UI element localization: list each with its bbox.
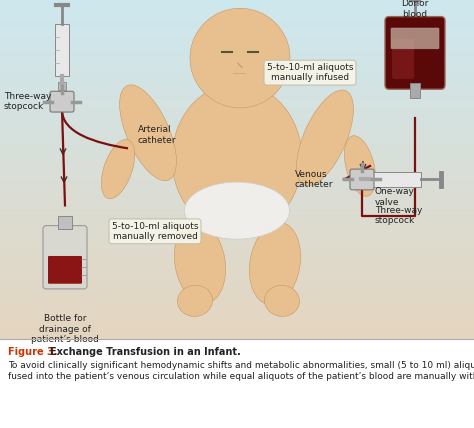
Ellipse shape bbox=[249, 223, 301, 305]
Ellipse shape bbox=[297, 90, 354, 186]
FancyBboxPatch shape bbox=[55, 24, 69, 76]
FancyBboxPatch shape bbox=[50, 91, 74, 112]
Text: Bottle for
drainage of
patient’s blood: Bottle for drainage of patient’s blood bbox=[31, 314, 99, 344]
Text: One-way
valve: One-way valve bbox=[375, 187, 415, 207]
Text: Venous
catheter: Venous catheter bbox=[295, 170, 334, 189]
Ellipse shape bbox=[264, 285, 300, 316]
FancyBboxPatch shape bbox=[369, 172, 421, 187]
Ellipse shape bbox=[172, 83, 302, 234]
FancyBboxPatch shape bbox=[58, 216, 72, 229]
Text: Three-way
stopcock: Three-way stopcock bbox=[375, 206, 422, 226]
FancyBboxPatch shape bbox=[392, 39, 414, 79]
Ellipse shape bbox=[190, 8, 290, 108]
Text: Three-way
stopcock: Three-way stopcock bbox=[4, 92, 51, 111]
Text: Donor
blood: Donor blood bbox=[401, 0, 428, 19]
FancyBboxPatch shape bbox=[391, 28, 439, 49]
Ellipse shape bbox=[345, 136, 375, 196]
FancyBboxPatch shape bbox=[43, 226, 87, 289]
Text: To avoid clinically significant hemodynamic shifts and metabolic abnormalities, : To avoid clinically significant hemodyna… bbox=[8, 361, 474, 381]
FancyBboxPatch shape bbox=[350, 169, 374, 190]
Ellipse shape bbox=[174, 221, 226, 303]
Text: 5-to-10-ml aliquots
manually infused: 5-to-10-ml aliquots manually infused bbox=[267, 63, 353, 82]
Text: Figure 3.: Figure 3. bbox=[8, 348, 57, 357]
Ellipse shape bbox=[119, 85, 176, 181]
FancyBboxPatch shape bbox=[385, 17, 445, 89]
Ellipse shape bbox=[184, 182, 290, 239]
FancyBboxPatch shape bbox=[410, 83, 420, 98]
Text: Exchange Transfusion in an Infant.: Exchange Transfusion in an Infant. bbox=[50, 348, 241, 357]
Ellipse shape bbox=[101, 140, 135, 199]
Text: Arterial
catheter: Arterial catheter bbox=[138, 125, 176, 145]
Ellipse shape bbox=[178, 285, 212, 316]
FancyBboxPatch shape bbox=[48, 256, 82, 284]
Text: 5-to-10-ml aliquots
manually removed: 5-to-10-ml aliquots manually removed bbox=[112, 222, 198, 241]
FancyBboxPatch shape bbox=[58, 82, 66, 90]
